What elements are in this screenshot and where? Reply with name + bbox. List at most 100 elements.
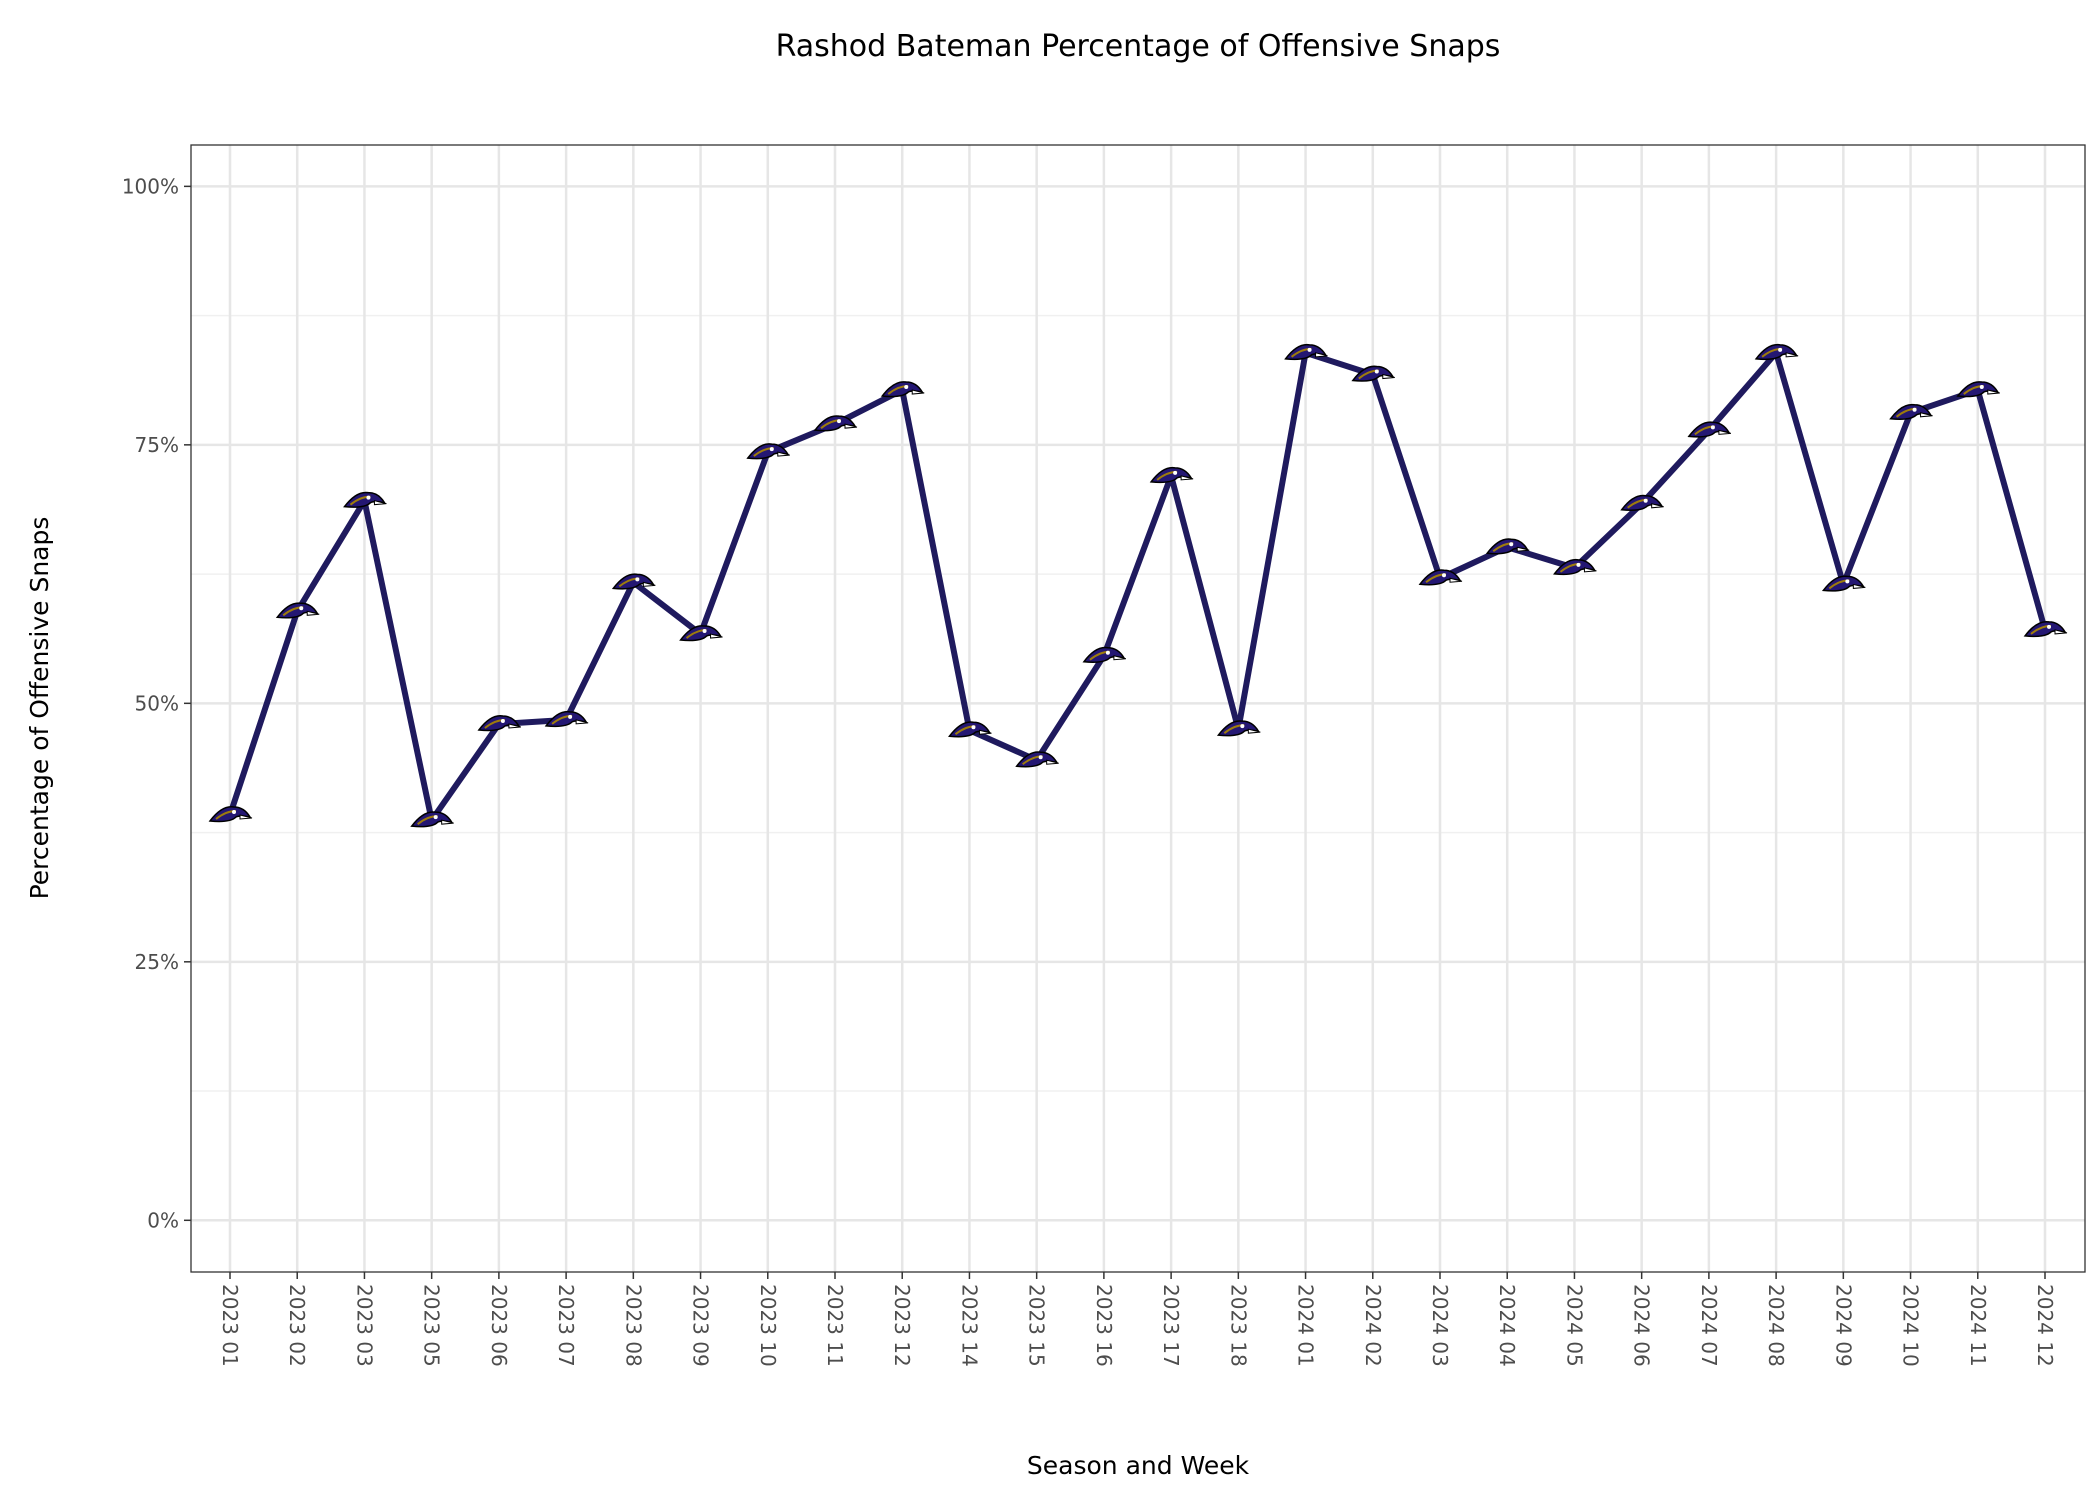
raven-beak <box>1852 583 1866 589</box>
ravens-logo-icon <box>1553 558 1597 576</box>
raven-beak <box>911 389 925 395</box>
raven-eye <box>366 495 371 500</box>
raven-eye <box>837 419 841 424</box>
x-tick-label: 2023 09 <box>689 1284 713 1367</box>
raven-eye <box>1979 385 1984 390</box>
ravens-logo-icon <box>1015 751 1059 768</box>
raven-beak <box>710 633 723 639</box>
x-tick-label: 2024 06 <box>1630 1284 1654 1367</box>
series-line <box>227 349 2048 824</box>
x-tick-label: 2024 10 <box>1899 1284 1923 1367</box>
ravens-logo-icon <box>1082 646 1127 664</box>
y-tick-label: 25% <box>135 950 179 974</box>
raven-beak <box>1651 503 1664 509</box>
markers <box>208 343 2068 828</box>
raven-eye <box>1442 573 1446 578</box>
ravens-logo-icon <box>948 721 992 738</box>
raven-beak <box>1516 546 1530 552</box>
ravens-logo-icon <box>880 381 925 398</box>
raven-beak <box>1785 352 1799 358</box>
ravens-logo-icon <box>1216 720 1261 737</box>
x-tick-label: 2024 01 <box>1294 1284 1318 1367</box>
ravens-logo-icon <box>813 415 858 432</box>
y-tick-label: 100% <box>122 174 179 198</box>
raven-eye <box>1374 369 1379 374</box>
ravens-logo-icon <box>544 710 589 728</box>
raven-beak <box>1382 373 1395 380</box>
raven-beak <box>1449 577 1463 583</box>
series-line-path <box>227 349 2048 824</box>
x-tick-label: 2024 02 <box>1361 1284 1385 1367</box>
raven-eye <box>568 714 573 719</box>
raven-eye <box>1845 579 1850 584</box>
raven-beak <box>1987 389 2000 395</box>
raven-beak <box>1113 655 1127 661</box>
raven-eye <box>1307 347 1312 352</box>
raven-eye <box>769 447 774 452</box>
ravens-logo-icon <box>746 443 790 460</box>
x-tick-label: 2024 11 <box>1966 1284 1990 1367</box>
y-tick-label: 75% <box>135 433 179 457</box>
raven-beak <box>1920 412 1933 418</box>
x-tick-label: 2023 15 <box>1025 1284 1049 1367</box>
y-tick-label: 50% <box>135 691 179 715</box>
ravens-logo-icon <box>275 602 320 619</box>
ravens-logo-icon <box>1351 365 1395 382</box>
ravens-logo-icon <box>1754 343 1799 361</box>
raven-eye <box>2047 624 2051 629</box>
raven-eye <box>1576 562 1581 567</box>
x-axis: 2023 01 2023 02 2023 03 2023 05 2023 06 2023 … <box>218 1272 2057 1367</box>
x-tick-label: 2023 10 <box>756 1284 780 1367</box>
raven-eye <box>1509 542 1514 547</box>
gridlines <box>191 145 2085 1272</box>
x-tick-label: 2023 07 <box>554 1284 578 1367</box>
ravens-logo-icon <box>1821 575 1866 592</box>
raven-eye <box>1105 650 1110 655</box>
raven-eye <box>1912 407 1917 412</box>
x-tick-label: 2023 11 <box>823 1284 847 1367</box>
raven-eye <box>1240 724 1245 729</box>
x-tick-label: 2023 05 <box>420 1284 444 1367</box>
raven-eye <box>1710 425 1715 430</box>
x-tick-label: 2024 03 <box>1428 1284 1452 1367</box>
chart-title: Rashod Bateman Percentage of Offensive S… <box>776 29 1501 64</box>
ravens-logo-icon <box>477 715 522 732</box>
raven-eye <box>635 577 640 582</box>
raven-eye <box>299 606 304 611</box>
x-tick-label: 2023 14 <box>957 1284 981 1367</box>
ravens-logo-icon <box>1418 569 1463 586</box>
x-tick-label: 2024 09 <box>1831 1284 1855 1367</box>
raven-eye <box>904 385 909 390</box>
x-tick-label: 2023 02 <box>285 1284 309 1367</box>
ravens-logo-icon <box>343 491 387 508</box>
x-tick-label: 2024 04 <box>1495 1284 1519 1367</box>
raven-beak <box>978 729 992 735</box>
x-tick-label: 2023 16 <box>1092 1284 1116 1367</box>
x-tick-label: 2024 08 <box>1764 1284 1788 1367</box>
raven-beak <box>1315 352 1328 358</box>
x-tick-label: 2024 07 <box>1697 1284 1721 1367</box>
ravens-logo-icon <box>679 625 723 642</box>
ravens-logo-icon <box>611 573 656 590</box>
raven-beak <box>239 814 253 820</box>
raven-beak <box>1247 728 1261 734</box>
raven-beak <box>1046 759 1059 765</box>
y-axis: 0% 25% 50% 75% 100% <box>122 174 191 1232</box>
ravens-logo-icon <box>1889 403 1933 421</box>
raven-beak <box>575 719 589 725</box>
raven-beak <box>373 500 387 506</box>
ravens-logo-icon <box>1149 466 1194 484</box>
ravens-logo-icon <box>208 806 253 823</box>
raven-beak <box>306 610 320 616</box>
ravens-logo-icon <box>2023 620 2068 638</box>
raven-beak <box>1718 429 1732 435</box>
ravens-logo-icon <box>1687 421 1732 438</box>
raven-beak <box>441 819 454 825</box>
x-tick-label: 2024 05 <box>1562 1284 1586 1367</box>
raven-beak <box>508 723 522 729</box>
x-tick-label: 2023 03 <box>352 1284 376 1367</box>
raven-eye <box>971 725 976 730</box>
raven-beak <box>642 581 656 587</box>
x-axis-title: Season and Week <box>1027 1451 1250 1480</box>
